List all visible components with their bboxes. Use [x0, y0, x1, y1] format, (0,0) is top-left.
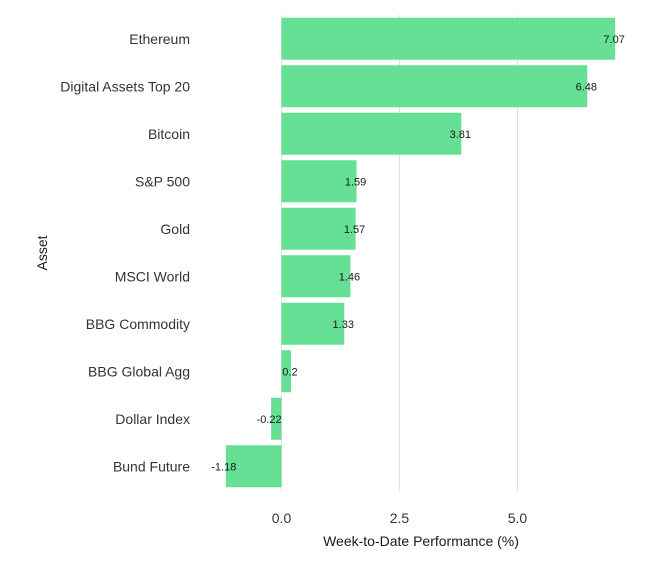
- bar: [225, 445, 282, 488]
- category-label: BBG Global Agg: [88, 363, 190, 379]
- value-labels: 7.07 6.48 3.81 1.59 1.57 1.46 1.33 0.2 -0.22 -1.1…: [211, 34, 625, 474]
- bar: [281, 160, 357, 203]
- value-label: 1.33: [333, 319, 354, 331]
- value-label: -1.18: [211, 461, 236, 473]
- value-label: 1.57: [344, 224, 365, 236]
- bar: [281, 255, 351, 298]
- bar: [281, 350, 291, 393]
- bar: [281, 302, 345, 345]
- bar: [271, 397, 282, 440]
- category-label: S&P 500: [135, 173, 190, 189]
- value-label: -0.22: [257, 414, 282, 426]
- category-label: BBG Commodity: [86, 316, 190, 332]
- value-label: 1.59: [345, 176, 366, 188]
- category-label: Digital Assets Top 20: [60, 78, 190, 94]
- bars: [225, 17, 616, 488]
- bar: [281, 207, 356, 250]
- value-label: 7.07: [603, 34, 624, 46]
- category-label: MSCI World: [115, 268, 190, 284]
- value-label: 0.2: [282, 366, 297, 378]
- value-label: 1.46: [339, 271, 360, 283]
- category-label: Bitcoin: [148, 126, 190, 142]
- x-tick-label: 2.5: [390, 510, 410, 526]
- category-label: Dollar Index: [115, 411, 190, 427]
- bar: [281, 17, 616, 60]
- category-label: Gold: [160, 221, 190, 237]
- value-label: 6.48: [576, 81, 597, 93]
- x-tick-label: 0.0: [272, 510, 292, 526]
- x-axis-title: Week-to-Date Performance (%): [323, 533, 519, 549]
- category-label: Bund Future: [113, 458, 190, 474]
- y-axis-title: Asset: [34, 235, 50, 270]
- bar: [281, 112, 462, 155]
- category-labels: Ethereum Digital Assets Top 20 Bitcoin S&P …: [60, 31, 190, 475]
- x-tick-labels: 0.0 2.5 5.0: [272, 510, 528, 526]
- category-label: Ethereum: [129, 31, 190, 47]
- x-tick-label: 5.0: [508, 510, 528, 526]
- bar: [281, 65, 588, 108]
- value-label: 3.81: [450, 129, 471, 141]
